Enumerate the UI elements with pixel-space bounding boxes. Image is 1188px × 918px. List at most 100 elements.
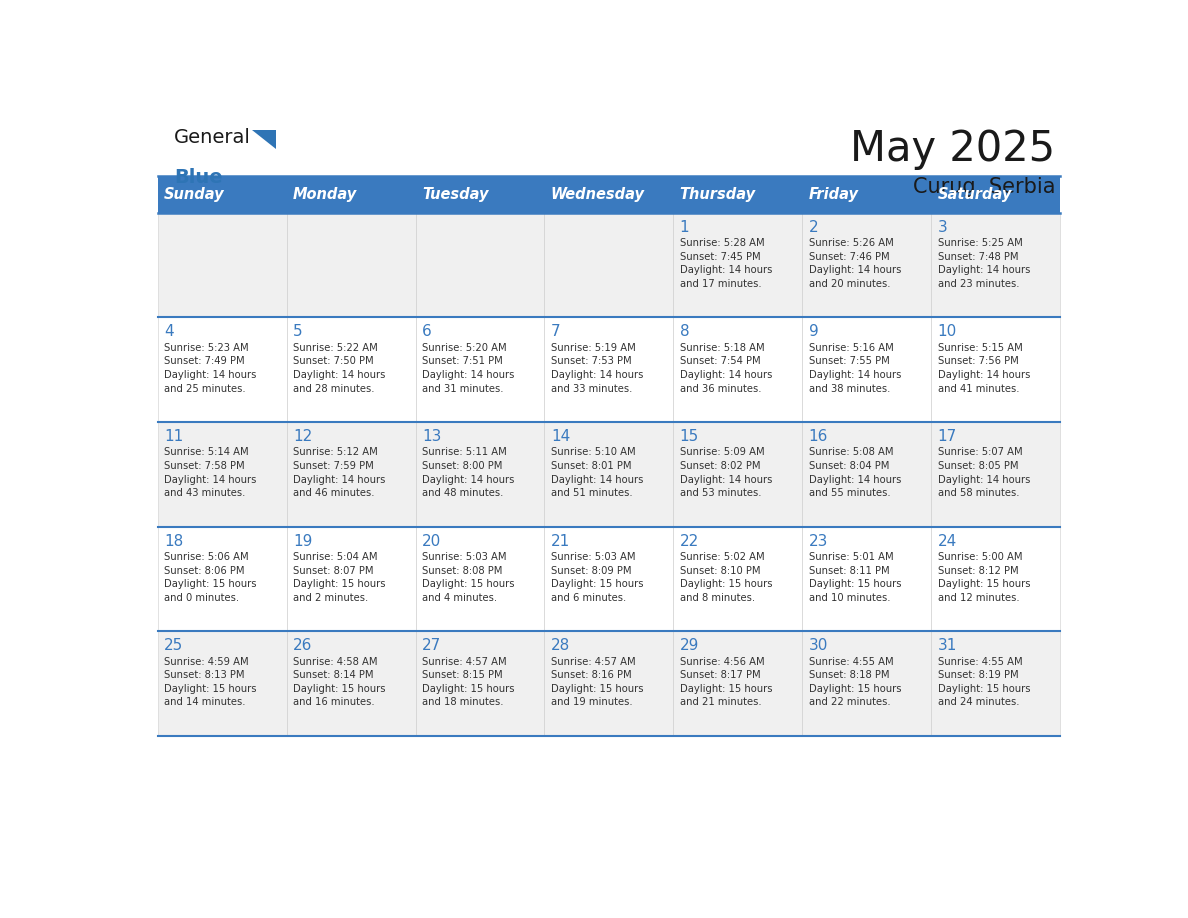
Text: 8: 8 xyxy=(680,324,689,340)
Text: Monday: Monday xyxy=(293,186,358,202)
Text: 7: 7 xyxy=(551,324,561,340)
Text: Sunrise: 5:20 AM
Sunset: 7:51 PM
Daylight: 14 hours
and 31 minutes.: Sunrise: 5:20 AM Sunset: 7:51 PM Dayligh… xyxy=(422,342,514,394)
Text: Sunrise: 4:55 AM
Sunset: 8:18 PM
Daylight: 15 hours
and 22 minutes.: Sunrise: 4:55 AM Sunset: 8:18 PM Dayligh… xyxy=(809,656,902,708)
FancyBboxPatch shape xyxy=(416,213,544,318)
FancyBboxPatch shape xyxy=(286,422,416,527)
FancyBboxPatch shape xyxy=(158,527,286,631)
FancyBboxPatch shape xyxy=(286,318,416,422)
FancyBboxPatch shape xyxy=(802,176,931,213)
FancyBboxPatch shape xyxy=(931,176,1060,213)
Text: Sunrise: 5:03 AM
Sunset: 8:08 PM
Daylight: 15 hours
and 4 minutes.: Sunrise: 5:03 AM Sunset: 8:08 PM Dayligh… xyxy=(422,552,514,603)
FancyBboxPatch shape xyxy=(802,318,931,422)
Text: Sunrise: 5:00 AM
Sunset: 8:12 PM
Daylight: 15 hours
and 12 minutes.: Sunrise: 5:00 AM Sunset: 8:12 PM Dayligh… xyxy=(937,552,1030,603)
FancyBboxPatch shape xyxy=(158,213,286,318)
Text: 9: 9 xyxy=(809,324,819,340)
FancyBboxPatch shape xyxy=(544,176,674,213)
Text: 3: 3 xyxy=(937,219,947,235)
FancyBboxPatch shape xyxy=(931,213,1060,318)
FancyBboxPatch shape xyxy=(286,527,416,631)
Text: 20: 20 xyxy=(422,533,441,549)
Text: General: General xyxy=(175,128,251,147)
Text: 15: 15 xyxy=(680,429,699,444)
FancyBboxPatch shape xyxy=(286,213,416,318)
FancyBboxPatch shape xyxy=(286,631,416,735)
Text: Sunrise: 5:10 AM
Sunset: 8:01 PM
Daylight: 14 hours
and 51 minutes.: Sunrise: 5:10 AM Sunset: 8:01 PM Dayligh… xyxy=(551,447,643,498)
FancyBboxPatch shape xyxy=(674,631,802,735)
Text: 29: 29 xyxy=(680,638,699,654)
Text: 31: 31 xyxy=(937,638,956,654)
FancyBboxPatch shape xyxy=(802,422,931,527)
Text: 27: 27 xyxy=(422,638,441,654)
Text: Sunrise: 5:01 AM
Sunset: 8:11 PM
Daylight: 15 hours
and 10 minutes.: Sunrise: 5:01 AM Sunset: 8:11 PM Dayligh… xyxy=(809,552,902,603)
FancyBboxPatch shape xyxy=(931,527,1060,631)
FancyBboxPatch shape xyxy=(674,213,802,318)
Text: 11: 11 xyxy=(164,429,183,444)
Text: 28: 28 xyxy=(551,638,570,654)
Text: 12: 12 xyxy=(293,429,312,444)
FancyBboxPatch shape xyxy=(544,527,674,631)
Text: Sunrise: 5:06 AM
Sunset: 8:06 PM
Daylight: 15 hours
and 0 minutes.: Sunrise: 5:06 AM Sunset: 8:06 PM Dayligh… xyxy=(164,552,257,603)
FancyBboxPatch shape xyxy=(674,176,802,213)
Polygon shape xyxy=(252,130,276,149)
Text: 24: 24 xyxy=(937,533,956,549)
FancyBboxPatch shape xyxy=(416,631,544,735)
FancyBboxPatch shape xyxy=(674,527,802,631)
Text: 22: 22 xyxy=(680,533,699,549)
FancyBboxPatch shape xyxy=(544,422,674,527)
Text: Sunday: Sunday xyxy=(164,186,225,202)
Text: 17: 17 xyxy=(937,429,956,444)
Text: Sunrise: 5:26 AM
Sunset: 7:46 PM
Daylight: 14 hours
and 20 minutes.: Sunrise: 5:26 AM Sunset: 7:46 PM Dayligh… xyxy=(809,238,901,289)
Text: Thursday: Thursday xyxy=(680,186,756,202)
FancyBboxPatch shape xyxy=(544,318,674,422)
Text: Sunrise: 5:11 AM
Sunset: 8:00 PM
Daylight: 14 hours
and 48 minutes.: Sunrise: 5:11 AM Sunset: 8:00 PM Dayligh… xyxy=(422,447,514,498)
Text: Sunrise: 5:16 AM
Sunset: 7:55 PM
Daylight: 14 hours
and 38 minutes.: Sunrise: 5:16 AM Sunset: 7:55 PM Dayligh… xyxy=(809,342,901,394)
Text: Curug, Serbia: Curug, Serbia xyxy=(912,177,1055,197)
Text: Sunrise: 4:56 AM
Sunset: 8:17 PM
Daylight: 15 hours
and 21 minutes.: Sunrise: 4:56 AM Sunset: 8:17 PM Dayligh… xyxy=(680,656,772,708)
Text: 16: 16 xyxy=(809,429,828,444)
FancyBboxPatch shape xyxy=(931,631,1060,735)
FancyBboxPatch shape xyxy=(416,422,544,527)
Text: 19: 19 xyxy=(293,533,312,549)
Text: Sunrise: 5:02 AM
Sunset: 8:10 PM
Daylight: 15 hours
and 8 minutes.: Sunrise: 5:02 AM Sunset: 8:10 PM Dayligh… xyxy=(680,552,772,603)
FancyBboxPatch shape xyxy=(802,527,931,631)
Text: 23: 23 xyxy=(809,533,828,549)
Text: Sunrise: 4:57 AM
Sunset: 8:16 PM
Daylight: 15 hours
and 19 minutes.: Sunrise: 4:57 AM Sunset: 8:16 PM Dayligh… xyxy=(551,656,644,708)
Text: Sunrise: 4:55 AM
Sunset: 8:19 PM
Daylight: 15 hours
and 24 minutes.: Sunrise: 4:55 AM Sunset: 8:19 PM Dayligh… xyxy=(937,656,1030,708)
Text: Sunrise: 4:57 AM
Sunset: 8:15 PM
Daylight: 15 hours
and 18 minutes.: Sunrise: 4:57 AM Sunset: 8:15 PM Dayligh… xyxy=(422,656,514,708)
FancyBboxPatch shape xyxy=(158,422,286,527)
FancyBboxPatch shape xyxy=(544,631,674,735)
Text: Sunrise: 5:04 AM
Sunset: 8:07 PM
Daylight: 15 hours
and 2 minutes.: Sunrise: 5:04 AM Sunset: 8:07 PM Dayligh… xyxy=(293,552,386,603)
Text: Sunrise: 5:12 AM
Sunset: 7:59 PM
Daylight: 14 hours
and 46 minutes.: Sunrise: 5:12 AM Sunset: 7:59 PM Dayligh… xyxy=(293,447,385,498)
Text: Sunrise: 5:15 AM
Sunset: 7:56 PM
Daylight: 14 hours
and 41 minutes.: Sunrise: 5:15 AM Sunset: 7:56 PM Dayligh… xyxy=(937,342,1030,394)
Text: Wednesday: Wednesday xyxy=(551,186,645,202)
Text: Sunrise: 5:03 AM
Sunset: 8:09 PM
Daylight: 15 hours
and 6 minutes.: Sunrise: 5:03 AM Sunset: 8:09 PM Dayligh… xyxy=(551,552,644,603)
Text: Sunrise: 5:19 AM
Sunset: 7:53 PM
Daylight: 14 hours
and 33 minutes.: Sunrise: 5:19 AM Sunset: 7:53 PM Dayligh… xyxy=(551,342,643,394)
Text: May 2025: May 2025 xyxy=(851,128,1055,170)
Text: Sunrise: 4:58 AM
Sunset: 8:14 PM
Daylight: 15 hours
and 16 minutes.: Sunrise: 4:58 AM Sunset: 8:14 PM Dayligh… xyxy=(293,656,386,708)
Text: Sunrise: 5:23 AM
Sunset: 7:49 PM
Daylight: 14 hours
and 25 minutes.: Sunrise: 5:23 AM Sunset: 7:49 PM Dayligh… xyxy=(164,342,257,394)
Text: Tuesday: Tuesday xyxy=(422,186,488,202)
FancyBboxPatch shape xyxy=(158,631,286,735)
Text: 30: 30 xyxy=(809,638,828,654)
Text: Sunrise: 5:08 AM
Sunset: 8:04 PM
Daylight: 14 hours
and 55 minutes.: Sunrise: 5:08 AM Sunset: 8:04 PM Dayligh… xyxy=(809,447,901,498)
FancyBboxPatch shape xyxy=(416,527,544,631)
Text: 18: 18 xyxy=(164,533,183,549)
FancyBboxPatch shape xyxy=(158,176,286,213)
FancyBboxPatch shape xyxy=(802,213,931,318)
Text: 25: 25 xyxy=(164,638,183,654)
FancyBboxPatch shape xyxy=(416,176,544,213)
Text: Sunrise: 5:14 AM
Sunset: 7:58 PM
Daylight: 14 hours
and 43 minutes.: Sunrise: 5:14 AM Sunset: 7:58 PM Dayligh… xyxy=(164,447,257,498)
FancyBboxPatch shape xyxy=(674,318,802,422)
Text: 26: 26 xyxy=(293,638,312,654)
Text: Sunrise: 5:28 AM
Sunset: 7:45 PM
Daylight: 14 hours
and 17 minutes.: Sunrise: 5:28 AM Sunset: 7:45 PM Dayligh… xyxy=(680,238,772,289)
Text: 4: 4 xyxy=(164,324,173,340)
Text: 10: 10 xyxy=(937,324,956,340)
FancyBboxPatch shape xyxy=(286,176,416,213)
Text: 21: 21 xyxy=(551,533,570,549)
Text: Sunrise: 5:22 AM
Sunset: 7:50 PM
Daylight: 14 hours
and 28 minutes.: Sunrise: 5:22 AM Sunset: 7:50 PM Dayligh… xyxy=(293,342,385,394)
Text: Sunrise: 5:25 AM
Sunset: 7:48 PM
Daylight: 14 hours
and 23 minutes.: Sunrise: 5:25 AM Sunset: 7:48 PM Dayligh… xyxy=(937,238,1030,289)
FancyBboxPatch shape xyxy=(416,318,544,422)
Text: 1: 1 xyxy=(680,219,689,235)
Text: Sunrise: 5:18 AM
Sunset: 7:54 PM
Daylight: 14 hours
and 36 minutes.: Sunrise: 5:18 AM Sunset: 7:54 PM Dayligh… xyxy=(680,342,772,394)
Text: Blue: Blue xyxy=(175,168,223,187)
